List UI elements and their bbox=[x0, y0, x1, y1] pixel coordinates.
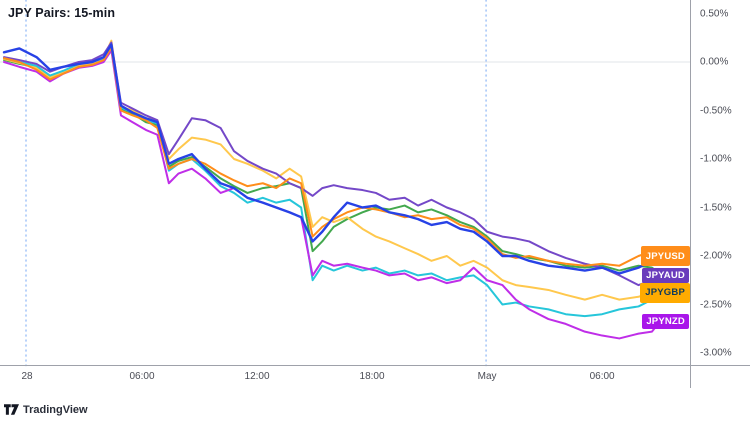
hidden-label-peek bbox=[640, 246, 690, 266]
price-label-JPYNZD: JPYNZD bbox=[642, 314, 689, 330]
series-line-unlabeled-yellow bbox=[2, 39, 661, 301]
y-tick-label: -1.00% bbox=[700, 153, 732, 165]
hidden-label-peek bbox=[640, 282, 690, 303]
series-line-unlabeled-orange bbox=[2, 46, 661, 267]
y-tick-label: -1.50% bbox=[700, 202, 732, 213]
y-tick-label: -0.50% bbox=[700, 105, 732, 116]
y-tick-label: 0.50% bbox=[700, 8, 729, 19]
y-tick-label: 0.00% bbox=[700, 56, 729, 68]
series-line-unlabeled-green bbox=[2, 45, 661, 275]
price-label-JPYAUD: JPYAUD bbox=[642, 267, 689, 283]
x-tick-label: 06:00 bbox=[129, 371, 155, 382]
price-label-JPYGBP: JPYGBP bbox=[640, 282, 690, 303]
tradingview-logo-icon bbox=[4, 404, 19, 415]
tradingview-logo[interactable]: TradingView bbox=[4, 403, 88, 416]
x-tick-label: 18:00 bbox=[359, 371, 385, 382]
y-tick-label: -3.00% bbox=[700, 347, 732, 359]
series-line-JPYUSD bbox=[2, 43, 661, 275]
series-line-JPYNZD bbox=[2, 49, 661, 340]
x-tick-label: May bbox=[477, 371, 497, 382]
tradingview-logo-text: TradingView bbox=[23, 403, 88, 416]
series-line-JPYAUD bbox=[2, 41, 661, 287]
price-label-JPYUSD: JPYUSD bbox=[640, 246, 690, 266]
price-axis[interactable] bbox=[690, 0, 750, 366]
x-tick-label: 12:00 bbox=[244, 371, 270, 382]
series-line-JPYGBP bbox=[2, 44, 661, 318]
x-tick-label: 28 bbox=[21, 371, 33, 382]
y-tick-label: -2.50% bbox=[700, 299, 732, 310]
chart-title: JPY Pairs: 15-min bbox=[8, 6, 116, 20]
x-tick-label: 06:00 bbox=[589, 371, 615, 382]
y-tick-label: -2.00% bbox=[700, 250, 732, 262]
